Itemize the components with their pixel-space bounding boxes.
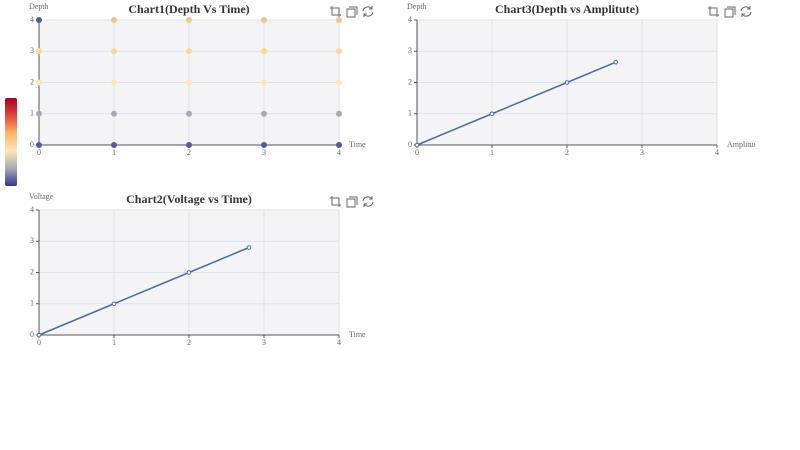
y-tick-label: 4 xyxy=(30,15,34,24)
line xyxy=(38,246,250,336)
scatter-point xyxy=(36,17,42,23)
scatter-point xyxy=(36,110,42,117)
line-point xyxy=(613,59,619,65)
y-axis-label: Voltage xyxy=(29,192,54,201)
line-point xyxy=(414,142,420,148)
x-tick-label: 3 xyxy=(262,148,266,157)
x-tick-label: 0 xyxy=(415,148,419,157)
scatter-point xyxy=(336,17,342,23)
line-point xyxy=(186,270,192,275)
scatter-point xyxy=(186,17,192,23)
y-tick-label: 3 xyxy=(408,46,412,55)
scatter-point xyxy=(336,48,342,55)
y-tick-label: 2 xyxy=(30,77,34,86)
x-tick-label: 2 xyxy=(565,148,569,157)
restore-tool[interactable] xyxy=(740,6,752,17)
scatter-point xyxy=(111,79,117,86)
x-tick-label: 0 xyxy=(37,148,41,157)
visual-map[interactable] xyxy=(5,98,17,186)
scatter-point xyxy=(261,142,267,148)
y-tick-label: 4 xyxy=(408,15,412,24)
x-tick-label: 0 xyxy=(37,338,41,347)
scatter-point xyxy=(336,79,342,86)
scatter-point xyxy=(36,79,42,86)
scatter-point xyxy=(336,142,342,148)
y-tick-label: 0 xyxy=(408,140,412,149)
y-tick-label: 4 xyxy=(30,205,34,214)
scatter-point xyxy=(336,110,342,117)
x-tick-label: 2 xyxy=(187,338,191,347)
x-tick-label: 1 xyxy=(112,338,116,347)
y-tick-label: 3 xyxy=(30,46,34,55)
y-tick-label: 2 xyxy=(30,267,34,276)
scatter-point xyxy=(36,48,42,55)
x-tick-label: 4 xyxy=(337,338,341,347)
scatter-point xyxy=(111,142,117,148)
x-tick-label: 3 xyxy=(640,148,644,157)
y-axis-label: Depth xyxy=(407,2,427,11)
y-tick-label: 1 xyxy=(30,299,34,308)
y-tick-label: 1 xyxy=(30,109,34,118)
line-point xyxy=(246,245,252,250)
chart: Chart3(Depth vs Amplitute) Depth Amplitude… xyxy=(407,2,762,157)
x-axis-label: Amplitude xyxy=(727,140,762,149)
x-axis-label: Time xyxy=(349,140,366,149)
x-tick-label: 3 xyxy=(262,338,266,347)
x-tick-label: 1 xyxy=(490,148,494,157)
line-point xyxy=(36,332,42,338)
scatter-point xyxy=(186,79,192,86)
scatter-point xyxy=(186,110,192,117)
y-axis-label: Depth xyxy=(29,2,49,11)
zoom-reset-tool[interactable] xyxy=(724,6,736,18)
zoom-tool[interactable] xyxy=(708,6,719,17)
scatter-point xyxy=(111,110,117,117)
x-tick-label: 4 xyxy=(715,148,719,157)
chart: Chart1(Depth Vs Time) Depth Time 0 1 2 3 4 0 1 2 3 4 xyxy=(29,2,366,157)
zoom-reset-tool[interactable] xyxy=(346,6,358,18)
restore-tool[interactable] xyxy=(362,6,374,17)
scatter-point xyxy=(186,142,192,148)
x-tick-label: 1 xyxy=(112,148,116,157)
scatter-point xyxy=(261,48,267,55)
chart: Chart2(Voltage vs Time) Voltage Time 0 1 2 3 4 0… xyxy=(29,192,366,347)
x-axis-label: Time xyxy=(349,330,366,339)
line-point xyxy=(564,80,570,85)
chart-title: Chart2(Voltage vs Time) xyxy=(126,192,252,206)
chart-title: Chart1(Depth Vs Time) xyxy=(128,2,249,16)
y-tick-label: 1 xyxy=(408,109,412,118)
y-tick-label: 2 xyxy=(408,77,412,86)
scatter-point xyxy=(261,17,267,23)
scatter-point xyxy=(186,48,192,55)
zoom-tool[interactable] xyxy=(330,196,341,207)
x-tick-label: 2 xyxy=(187,148,191,157)
restore-tool[interactable] xyxy=(362,196,374,207)
zoom-tool[interactable] xyxy=(330,6,341,17)
line-point xyxy=(111,301,117,307)
y-tick-label: 3 xyxy=(30,236,34,245)
chart-title: Chart3(Depth vs Amplitute) xyxy=(495,2,639,16)
scatter-point xyxy=(261,79,267,86)
scatter-point xyxy=(111,17,117,23)
x-tick-label: 4 xyxy=(337,148,341,157)
toolbox[interactable] xyxy=(330,6,752,208)
scatter-point xyxy=(111,48,117,55)
y-tick-label: 0 xyxy=(30,330,34,339)
zoom-reset-tool[interactable] xyxy=(346,196,358,208)
y-tick-label: 0 xyxy=(30,140,34,149)
scatter-point xyxy=(261,110,267,117)
line xyxy=(416,61,617,146)
scatter-point xyxy=(36,142,42,148)
line-point xyxy=(489,111,495,117)
